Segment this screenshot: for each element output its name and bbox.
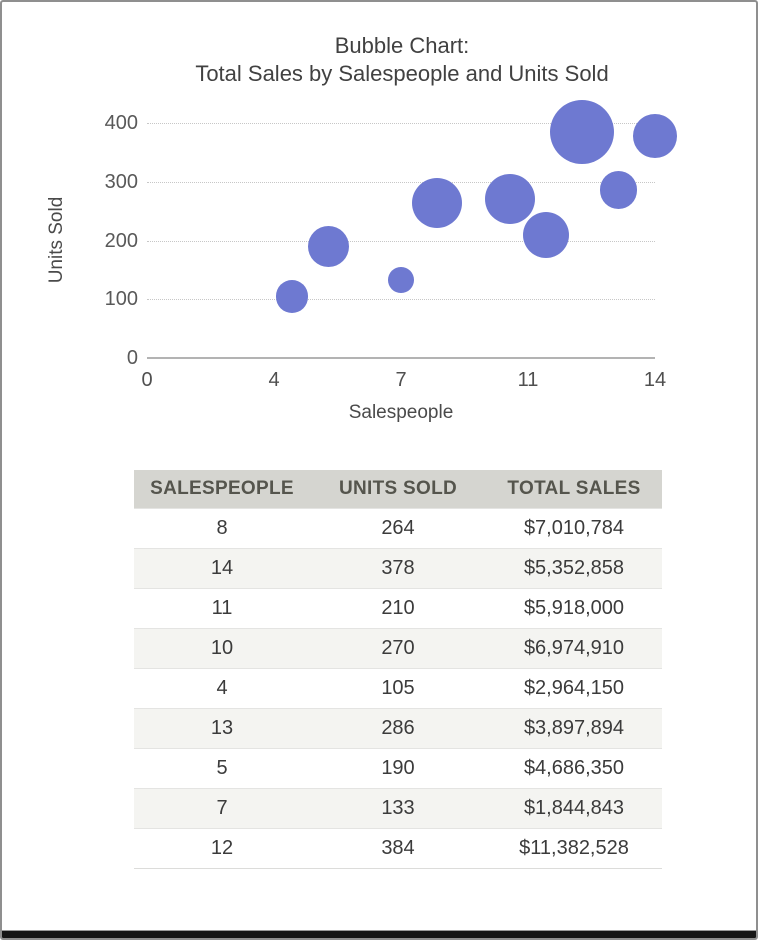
table-cell-r3-c2: 210 (381, 597, 415, 619)
table-cell-r2-c2: 378 (381, 557, 415, 579)
table-cell-r6-c1: 13 (210, 717, 234, 739)
table-row-5: 4 105 $2,964,150 (134, 668, 662, 708)
bubble-salespeople-7 (388, 266, 414, 293)
table-row-1: 8 264 $7,010,784 (134, 508, 662, 548)
bubble-salespeople-13 (599, 171, 638, 209)
sales-data-table: SALESPEOPLE UNITS SOLD TOTAL SALES 8 264 $7,… (134, 470, 662, 869)
chart-title-line-2: Total Sales by Salespeople and Units Sol… (195, 61, 609, 86)
table-body: 8 264 $7,010,784 14 378 $5,352,858 11 210 $5,918… (134, 508, 662, 868)
bubble-salespeople-14 (633, 113, 677, 158)
table-cell-r5-c2: 105 (381, 677, 415, 699)
x-axis-title: Salespeople (348, 402, 454, 423)
table-row-4: 10 270 $6,974,910 (134, 628, 662, 668)
y-tick-100: 100 (104, 288, 138, 311)
bubble-salespeople-8 (412, 177, 463, 228)
table-cell-r1-c3: $7,010,784 (523, 517, 625, 539)
gridline-y-200 (147, 240, 655, 242)
table-header-total-sales: TOTAL SALES (507, 478, 641, 499)
table-cell-r4-c1: 10 (210, 637, 234, 659)
bubble-salespeople-4 (275, 279, 309, 313)
table-cell-r9-c1: 12 (210, 837, 234, 859)
table-row-8: 7 133 $1,844,843 (134, 788, 662, 828)
x-tick-4: 4 (268, 369, 280, 391)
y-tick-400: 400 (104, 112, 138, 134)
table-cell-r6-c2: 286 (381, 717, 415, 739)
bubble-salespeople-11 (523, 211, 570, 258)
table-row-6: 13 286 $3,897,894 (134, 708, 662, 748)
bubble-chart-plot-area (147, 100, 677, 359)
y-tick-200: 200 (104, 229, 138, 252)
table-cell-r1-c2: 264 (381, 517, 415, 539)
table-header-units-sold: UNITS SOLD (338, 478, 458, 499)
chart-title-line-1: Bubble Chart: (334, 33, 470, 58)
y-tick-300: 300 (104, 170, 138, 193)
table-cell-r7-c2: 190 (381, 757, 415, 779)
table-row-3: 11 210 $5,918,000 (134, 588, 662, 628)
gridline-y-100 (147, 299, 655, 301)
bubble-salespeople-10 (484, 174, 535, 225)
table-cell-r8-c1: 7 (216, 797, 228, 819)
gridline-y-400 (147, 123, 655, 124)
table-row-2: 14 378 $5,352,858 (134, 548, 662, 588)
bubble-salespeople-5 (307, 225, 349, 267)
table-cell-r6-c3: $3,897,894 (523, 717, 625, 739)
table-header-row: SALESPEOPLE UNITS SOLD TOTAL SALES (134, 470, 662, 508)
table-cell-r2-c1: 14 (210, 557, 234, 579)
y-tick-0: 0 (126, 347, 138, 369)
table-row-9: 12 384 $11,382,528 (134, 828, 662, 868)
table-cell-r8-c2: 133 (381, 797, 415, 819)
table-row-7: 5 190 $4,686,350 (134, 748, 662, 788)
table-cell-r8-c3: $1,844,843 (523, 797, 625, 819)
table-cell-r5-c1: 4 (216, 677, 228, 699)
table-header-salespeople: SALESPEOPLE (150, 478, 294, 499)
x-tick-7: 7 (395, 369, 407, 391)
chart-title: Bubble Chart: Total Sales by Salespeople… (147, 32, 657, 88)
table-cell-r4-c2: 270 (381, 637, 415, 659)
x-axis-line (147, 357, 655, 359)
table-cell-r9-c3: $11,382,528 (519, 837, 629, 859)
bubble-salespeople-12 (550, 100, 615, 165)
table-cell-r2-c3: $5,352,858 (523, 557, 625, 579)
table-cell-r3-c3: $5,918,000 (523, 597, 625, 619)
table-cell-r1-c1: 8 (216, 517, 228, 539)
table-cell-r7-c3: $4,686,350 (523, 757, 625, 779)
table-cell-r5-c3: $2,964,150 (523, 677, 625, 699)
table-cell-r7-c1: 5 (216, 757, 228, 779)
x-tick-11: 11 (517, 369, 539, 391)
gridline-y-300 (147, 181, 655, 183)
x-tick-0: 0 (141, 369, 153, 391)
table-cell-r4-c3: $6,974,910 (523, 637, 625, 659)
device-frame-bottom-bar (2, 930, 756, 938)
table-cell-r3-c1: 11 (211, 597, 233, 619)
table-cell-r9-c2: 384 (381, 837, 415, 859)
x-tick-14: 14 (643, 369, 667, 391)
